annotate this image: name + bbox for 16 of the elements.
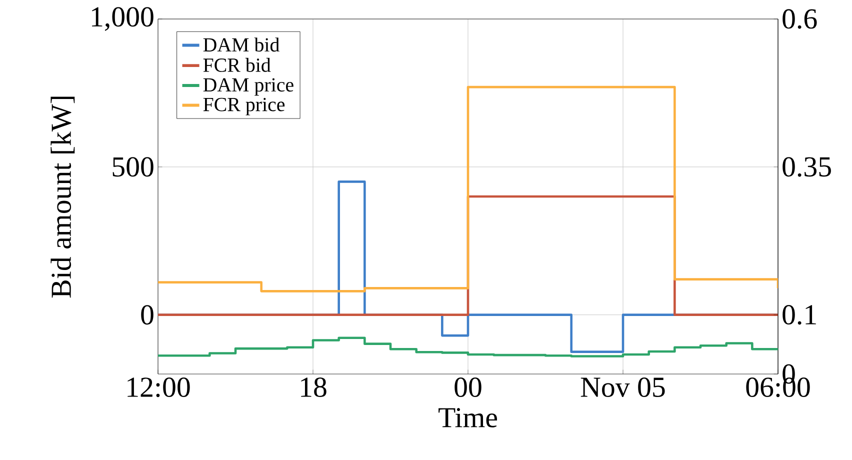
y2-tick-label: 0.35	[782, 157, 831, 177]
x-tick-label: 12:00	[128, 378, 190, 398]
y-axis-title: Bid amount [kW]	[50, 96, 75, 298]
legend-label: FCR price	[203, 98, 285, 116]
y-tick-label: 500	[112, 157, 154, 177]
y-tick-label: 0	[141, 305, 154, 325]
legend-label: DAM price	[203, 78, 294, 96]
y2-tick-label: 0.1	[782, 305, 816, 325]
legend-label: FCR bid	[203, 58, 271, 72]
legend-label: DAM bid	[203, 38, 280, 52]
x-tick-label: 00	[454, 378, 482, 398]
x-tick-label: Nov 05	[580, 378, 665, 398]
x-tick-label: 18	[301, 378, 326, 398]
x-axis-title: Time	[438, 408, 498, 428]
y2-tick-label: 0.6	[782, 9, 817, 29]
y-tick-label: 1,000	[92, 7, 154, 31]
